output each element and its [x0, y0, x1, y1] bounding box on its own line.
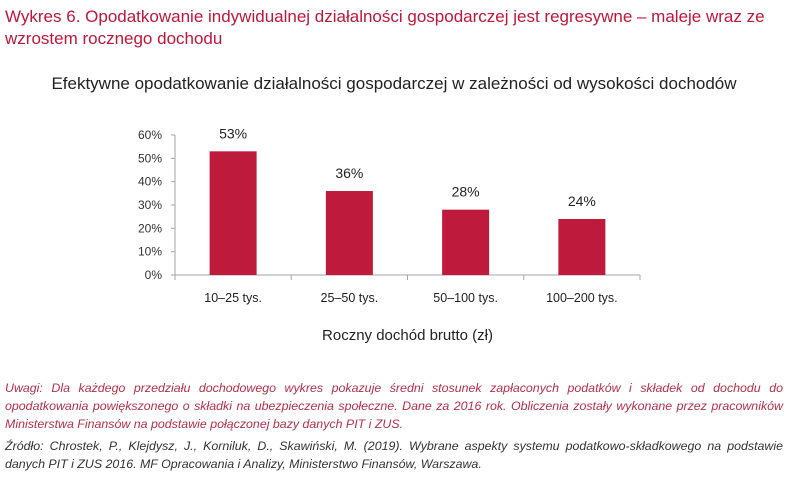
y-tick-label: 10%	[138, 245, 162, 259]
bar-chart: 0% 10% 20% 30% 40% 50% 60% 53% 10–25 tys. 36% 25–5…	[138, 125, 641, 344]
chart-title: Efektywne opodatkowanie działalności gos…	[51, 74, 737, 93]
bar	[209, 151, 257, 275]
y-tick-label: 30%	[138, 198, 162, 212]
bar	[325, 191, 373, 275]
data-label: 53%	[219, 125, 247, 141]
y-tick-label: 0%	[145, 268, 163, 282]
y-tick-label: 40%	[138, 175, 162, 189]
y-tick-label: 60%	[138, 128, 162, 142]
bar	[442, 209, 490, 275]
y-tick-label: 50%	[138, 151, 162, 165]
chart-source: Źródło: Chrostek, P., Klejdysz, J., Korn…	[5, 439, 783, 471]
chart-remarks: Uwagi: Dla każdego przedziału dochodoweg…	[5, 381, 783, 431]
data-label: 24%	[568, 193, 596, 209]
data-label: 36%	[335, 165, 363, 181]
data-label: 28%	[452, 184, 480, 200]
x-tick-label: 50–100 tys.	[433, 291, 498, 305]
x-tick-label: 10–25 tys.	[204, 291, 262, 305]
y-tick-label: 20%	[138, 221, 162, 235]
x-axis-label: Roczny dochód brutto (zł)	[322, 327, 493, 344]
figure-title: Wykres 6. Opodatkowanie indywidualnej dz…	[5, 7, 765, 48]
x-tick-label: 100–200 tys.	[546, 291, 618, 305]
x-tick-label: 25–50 tys.	[321, 291, 379, 305]
bar	[558, 219, 606, 275]
